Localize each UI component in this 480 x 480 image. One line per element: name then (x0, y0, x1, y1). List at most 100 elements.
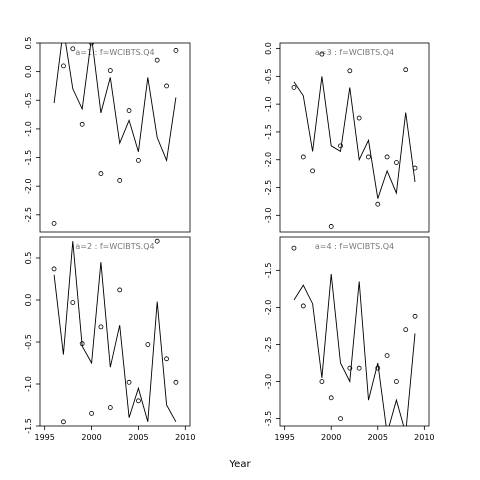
y-tick-label: -1.5 (24, 150, 33, 166)
panel-frame (279, 42, 430, 233)
x-tick-label: 2000 (81, 433, 101, 442)
panel-title: a=1 : f=WCIBTS.Q4 (75, 48, 154, 57)
data-point (291, 245, 297, 251)
series-line (53, 43, 177, 163)
y-tick-label: -2.5 (264, 180, 273, 196)
data-point (412, 165, 418, 171)
data-point (412, 313, 418, 319)
data-point (79, 341, 85, 347)
y-tick-label: 0.5 (24, 252, 33, 265)
data-point (403, 327, 409, 333)
y-tick-label: -1.0 (24, 121, 33, 137)
panel-data (51, 238, 179, 425)
y-tick-label: -0.5 (24, 92, 33, 108)
data-point (338, 416, 343, 421)
panel-frame (39, 236, 191, 427)
data-point (384, 154, 390, 160)
y-tick-label: 0.0 (24, 65, 33, 78)
data-point (347, 365, 353, 371)
data-point (319, 51, 325, 57)
panel-title: a=2 : f=WCIBTS.Q4 (75, 242, 154, 251)
x-tick-label: 2010 (414, 433, 434, 442)
data-point (347, 68, 353, 74)
data-point (384, 353, 390, 358)
x-tick-label: 1995 (35, 433, 55, 442)
y-tick-label: -1.0 (264, 96, 273, 112)
data-point (154, 238, 160, 244)
y-tick-label: -0.5 (264, 69, 273, 85)
data-point (366, 154, 371, 160)
y-tick-label: -3.0 (264, 208, 273, 224)
data-point (98, 171, 104, 176)
data-point (126, 108, 132, 113)
data-point (394, 160, 399, 165)
panel-title: a=3 : f=WCIBTS.Q4 (315, 48, 394, 57)
y-tick-label: -0.5 (24, 334, 33, 350)
data-point (300, 303, 306, 309)
data-point (61, 419, 66, 425)
data-point (51, 221, 57, 226)
data-point (98, 324, 104, 330)
y-tick-label: 0.0 (24, 294, 33, 307)
data-point (356, 365, 362, 371)
panel-data (291, 245, 418, 426)
data-point (117, 178, 123, 183)
data-point (70, 300, 76, 305)
data-point (310, 168, 315, 174)
y-tick-label: -2.0 (264, 300, 273, 316)
data-point (375, 201, 381, 207)
panel-4: a=4 : f=WCIBTS.Q4 -1.5 -2.0 -2.5 -3.0 -3.5199… (264, 236, 435, 442)
data-point (145, 342, 151, 347)
data-point (164, 356, 169, 362)
data-point (164, 83, 169, 89)
y-tick-label: -1.5 (24, 418, 33, 434)
data-point (173, 379, 179, 385)
y-tick-label: 0.5 (24, 37, 33, 50)
y-tick-label: 0.0 (264, 42, 273, 55)
series-line (53, 241, 177, 423)
data-point (356, 115, 362, 121)
x-tick-label: 2000 (321, 433, 341, 442)
panel-2: a=3 : f=WCIBTS.Q4 0.0 -0.5 -1.0 -1.5 -2.0 -2.5… (264, 42, 430, 233)
x-tick-label: 2005 (368, 433, 388, 442)
y-tick-label: -3.0 (264, 374, 273, 390)
data-point (51, 266, 57, 272)
y-tick-label: -2.5 (24, 207, 33, 223)
data-point (291, 85, 297, 90)
y-tick-label: -1.5 (264, 263, 273, 279)
panel-frame (279, 236, 430, 427)
data-point (89, 410, 94, 416)
data-point (173, 48, 179, 53)
y-tick-label: -2.5 (264, 337, 273, 353)
data-point (107, 68, 113, 73)
panel-frame (39, 42, 191, 233)
panel-data (51, 43, 179, 226)
y-tick-label: -1.5 (264, 124, 273, 140)
x-axis-label: Year (228, 459, 251, 470)
data-point (117, 287, 123, 293)
data-point (328, 224, 334, 229)
data-point (300, 154, 306, 160)
panel-data (291, 51, 418, 229)
data-point (61, 63, 66, 69)
series-line (293, 76, 416, 199)
data-point (375, 365, 381, 371)
x-tick-label: 2005 (128, 433, 148, 442)
data-point (79, 121, 85, 127)
y-tick-label: -1.0 (24, 376, 33, 392)
data-point (107, 405, 113, 410)
x-tick-label: 1995 (274, 433, 294, 442)
x-tick-label: 2010 (175, 433, 195, 442)
data-point (319, 379, 325, 384)
panel-title: a=4 : f=WCIBTS.Q4 (315, 242, 394, 251)
data-point (136, 398, 141, 404)
data-point (126, 379, 132, 385)
data-point (70, 46, 76, 52)
y-tick-label: -3.5 (264, 411, 273, 427)
series-line (293, 274, 416, 426)
panel-1: a=1 : f=WCIBTS.Q4 0.5 0.0 -0.5 -1.0 -1.5 -2.0 -… (24, 37, 191, 233)
data-point (328, 395, 334, 401)
data-point (338, 143, 343, 149)
